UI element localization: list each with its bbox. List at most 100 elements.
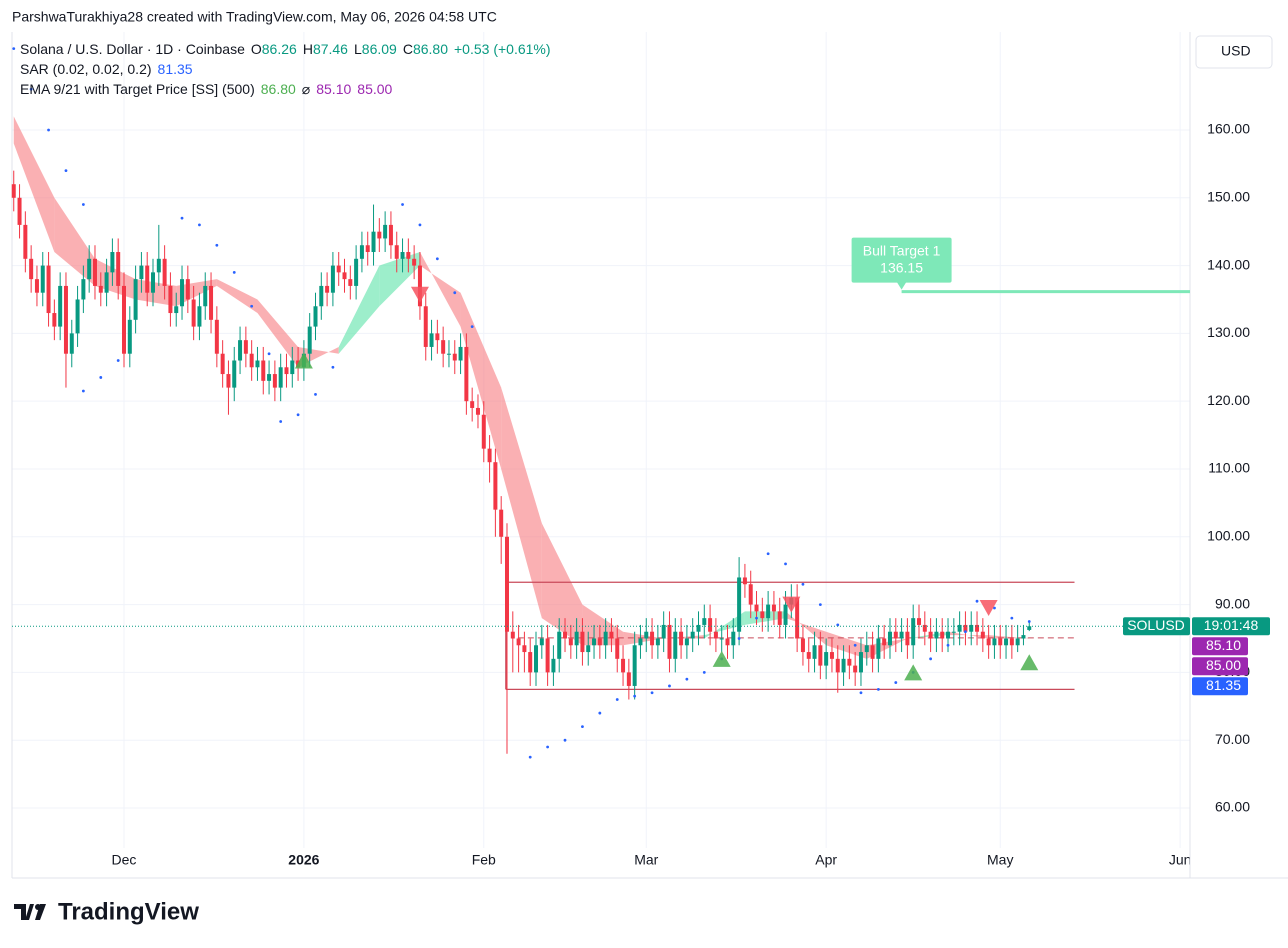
target-label: Bull Target 1 bbox=[863, 242, 941, 258]
candle-body bbox=[232, 360, 237, 388]
price-label-box bbox=[1192, 637, 1248, 656]
price-label-box bbox=[1192, 677, 1248, 696]
candle-body bbox=[435, 333, 440, 341]
candle-body bbox=[342, 272, 347, 280]
sar-dot bbox=[250, 304, 254, 308]
candle-body bbox=[168, 285, 173, 314]
candle-body bbox=[313, 306, 318, 327]
candle-body bbox=[725, 638, 730, 646]
candle-body bbox=[504, 536, 509, 632]
candle-body bbox=[388, 224, 393, 246]
candle-body bbox=[417, 265, 422, 307]
ema-band bbox=[338, 265, 380, 354]
sar-dot bbox=[702, 670, 706, 674]
change: +0.53 (+0.61%) bbox=[454, 41, 551, 57]
candle-body bbox=[597, 638, 602, 646]
ema-band bbox=[54, 197, 95, 286]
candle-body bbox=[998, 638, 1003, 646]
candle-body bbox=[841, 658, 846, 673]
candle-body bbox=[754, 604, 759, 612]
candle-body bbox=[110, 252, 115, 273]
candle-body bbox=[412, 258, 417, 266]
target-label-box bbox=[851, 237, 952, 283]
candle-body bbox=[876, 638, 881, 659]
price-label: 81.35 bbox=[1206, 677, 1241, 693]
candle-body bbox=[713, 631, 718, 639]
candle-body bbox=[748, 584, 753, 605]
candle-body bbox=[400, 252, 405, 259]
candle-body bbox=[946, 631, 951, 639]
sar-dot bbox=[633, 694, 637, 698]
sar-dot bbox=[581, 725, 584, 729]
ema-band bbox=[623, 631, 664, 646]
candle-body bbox=[267, 374, 272, 381]
y-tick-label: 140.00 bbox=[1207, 256, 1250, 272]
candle-body bbox=[638, 638, 643, 646]
x-tick-label: Apr bbox=[815, 852, 837, 868]
ema-band bbox=[501, 387, 542, 619]
sar-dot bbox=[1010, 616, 1014, 620]
currency-box[interactable] bbox=[1195, 35, 1273, 69]
price-label: SOLUSD bbox=[1127, 617, 1185, 633]
candle-body bbox=[545, 638, 550, 673]
y-tick-label: 110.00 bbox=[1208, 460, 1250, 476]
candle-body bbox=[470, 401, 475, 408]
price-label-box bbox=[1192, 617, 1270, 636]
candle-body bbox=[563, 631, 568, 639]
candle-body bbox=[319, 285, 324, 307]
candle-body bbox=[359, 245, 364, 259]
sar-dot bbox=[296, 413, 300, 417]
candle-body bbox=[191, 299, 196, 327]
candle-body bbox=[777, 611, 782, 625]
price-label-box bbox=[1192, 657, 1248, 676]
sar-name: SAR (0.02, 0.02, 0.2) bbox=[20, 61, 152, 77]
sar-dot bbox=[615, 698, 619, 701]
candle-body bbox=[690, 631, 695, 639]
candle-body bbox=[1004, 638, 1009, 646]
ema-name: EMA 9/21 with Target Price [SS] (500) bbox=[20, 81, 255, 97]
candle-body bbox=[667, 624, 672, 659]
y-tick-label: 130.00 bbox=[1207, 324, 1250, 340]
legend-line: Solana / U.S. Dollar · 1D · Coinbase O86.… bbox=[20, 41, 551, 57]
sar-dot bbox=[470, 325, 474, 329]
buy-signal bbox=[1020, 654, 1039, 671]
buy-signal bbox=[904, 664, 923, 681]
sar-dot bbox=[755, 616, 758, 620]
candle-body bbox=[650, 631, 655, 646]
candle-body bbox=[52, 313, 57, 327]
candle-body bbox=[957, 624, 962, 632]
candle-body bbox=[609, 631, 614, 639]
candle-body bbox=[429, 333, 434, 347]
currency: USD bbox=[1221, 43, 1251, 59]
sar-dot bbox=[598, 711, 602, 715]
candle-body bbox=[551, 658, 556, 673]
candle-body bbox=[214, 319, 219, 354]
candle-body bbox=[702, 618, 707, 625]
candle-body bbox=[760, 611, 765, 619]
x-tick-label: Jun bbox=[1169, 852, 1192, 868]
candle-body bbox=[325, 285, 330, 293]
candle-body bbox=[737, 577, 742, 632]
candle-body bbox=[917, 618, 922, 625]
ohlc-value: 86.80 bbox=[413, 41, 448, 57]
logo-text: TradingView bbox=[58, 898, 199, 925]
candle-body bbox=[92, 258, 97, 286]
candle-body bbox=[644, 631, 649, 639]
candle-body bbox=[818, 645, 823, 666]
candle-body bbox=[632, 645, 637, 686]
x-tick-label: May bbox=[987, 852, 1013, 868]
sar-dot bbox=[64, 169, 68, 173]
candle-body bbox=[696, 624, 701, 632]
candle-body bbox=[1015, 638, 1020, 646]
candle-body bbox=[371, 231, 376, 253]
candle-body bbox=[446, 353, 451, 355]
ema-band bbox=[948, 631, 989, 639]
sar-dot bbox=[685, 677, 689, 681]
ema-band bbox=[13, 116, 55, 253]
candle-body bbox=[383, 224, 388, 239]
candle-body bbox=[940, 631, 945, 639]
ohlc-value: 87.46 bbox=[313, 41, 348, 57]
candle-body bbox=[731, 631, 736, 646]
y-tick-label: 150.00 bbox=[1207, 188, 1250, 204]
candle-body bbox=[98, 285, 103, 293]
